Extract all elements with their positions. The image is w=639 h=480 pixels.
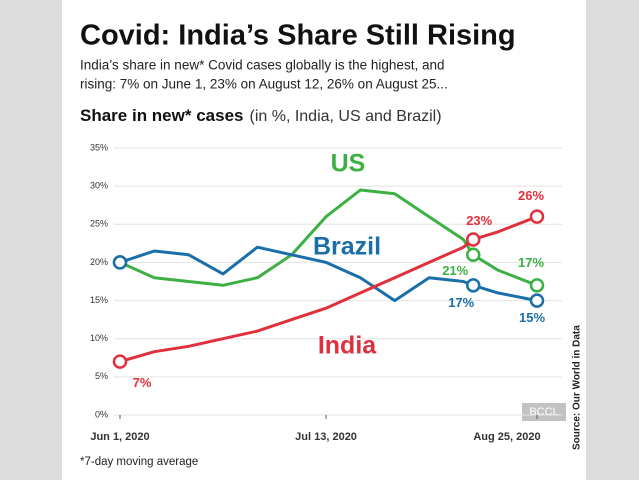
series-name: US bbox=[331, 150, 366, 178]
series-name: India bbox=[318, 332, 377, 360]
point-marker bbox=[529, 293, 545, 308]
point-marker bbox=[465, 247, 481, 263]
point-marker bbox=[529, 209, 545, 224]
y-tick-label: 25% bbox=[90, 219, 108, 229]
y-tick-label: 10% bbox=[90, 333, 108, 343]
value-label: 17% bbox=[448, 295, 474, 310]
chart-heading: Share in new* cases (in %, India, US and … bbox=[80, 106, 442, 125]
point-marker bbox=[112, 255, 128, 270]
series-name: Brazil bbox=[313, 233, 381, 261]
chart-subtitle: (in %, India, US and Brazil) bbox=[249, 108, 441, 125]
watermark-box bbox=[522, 403, 566, 421]
subtitle: India’s share in new* Covid cases global… bbox=[80, 58, 444, 73]
y-tick-label: 20% bbox=[90, 257, 108, 267]
y-tick-label: 15% bbox=[90, 295, 108, 305]
card: Covid: India’s Share Still Rising India’… bbox=[62, 0, 586, 480]
value-label: 26% bbox=[518, 188, 544, 203]
point-marker bbox=[465, 232, 481, 247]
y-tick-label: 5% bbox=[95, 371, 108, 381]
subtitle: rising: 7% on June 1, 23% on August 12, … bbox=[80, 77, 448, 92]
chart: Covid: India’s Share Still Rising India’… bbox=[80, 20, 583, 468]
value-label: 15% bbox=[519, 310, 545, 325]
point-marker bbox=[465, 278, 481, 293]
x-tick-label: Jul 13, 2020 bbox=[295, 431, 357, 443]
point-marker bbox=[529, 278, 545, 293]
point-marker bbox=[112, 354, 128, 369]
y-tick-label: 0% bbox=[95, 409, 108, 419]
x-tick-label: Aug 25, 2020 bbox=[473, 431, 540, 443]
value-label: 23% bbox=[466, 213, 492, 228]
chart-title: Share in new* cases bbox=[80, 106, 243, 125]
value-label: 7% bbox=[133, 375, 152, 390]
title: Covid: India’s Share Still Rising bbox=[80, 20, 516, 52]
y-tick-label: 35% bbox=[90, 142, 108, 152]
y-tick-label: 30% bbox=[90, 181, 108, 191]
value-label: 21% bbox=[442, 263, 468, 278]
footnote: *7-day moving average bbox=[80, 456, 198, 468]
watermark: BCCL bbox=[529, 406, 558, 418]
x-tick-label: Jun 1, 2020 bbox=[90, 431, 149, 443]
value-label: 17% bbox=[518, 255, 544, 270]
source: Source: Our World in Data bbox=[572, 325, 583, 450]
